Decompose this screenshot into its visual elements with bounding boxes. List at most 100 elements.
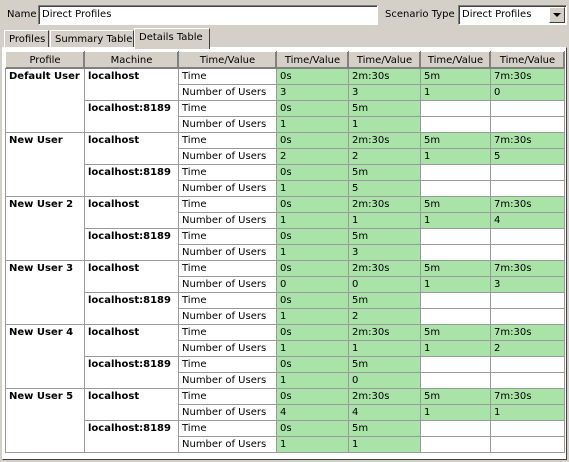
column-header-value-2[interactable]: Time/Value xyxy=(348,51,421,69)
time-value-cell[interactable] xyxy=(420,228,491,245)
profile-cell[interactable]: New User 5 xyxy=(5,388,85,453)
machine-cell[interactable]: localhost:8189 xyxy=(84,420,179,453)
time-value-cell[interactable] xyxy=(490,164,565,181)
time-value-cell[interactable] xyxy=(420,356,491,373)
users-value-cell[interactable]: 4 xyxy=(348,404,421,421)
time-value-cell[interactable]: 7m:30s xyxy=(490,324,565,341)
time-value-cell[interactable]: 5m xyxy=(420,388,491,405)
time-value-cell[interactable]: 0s xyxy=(276,100,349,117)
time-value-cell[interactable] xyxy=(420,292,491,309)
column-header-value-3[interactable]: Time/Value xyxy=(420,51,491,69)
column-header-label[interactable]: Time/Value xyxy=(178,51,277,69)
users-value-cell[interactable]: 3 xyxy=(276,84,349,101)
time-value-cell[interactable]: 5m xyxy=(348,356,421,373)
machine-cell[interactable]: localhost xyxy=(84,388,179,421)
time-value-cell[interactable]: 5m xyxy=(348,292,421,309)
time-value-cell[interactable] xyxy=(490,420,565,437)
users-value-cell[interactable]: 2 xyxy=(276,148,349,165)
tab-details-table[interactable]: Details Table xyxy=(134,28,210,49)
machine-cell[interactable]: localhost xyxy=(84,324,179,357)
time-value-cell[interactable]: 2m:30s xyxy=(348,132,421,149)
users-value-cell[interactable]: 1 xyxy=(276,244,349,261)
machine-cell[interactable]: localhost:8189 xyxy=(84,228,179,261)
users-value-cell[interactable] xyxy=(490,116,565,133)
users-value-cell[interactable]: 1 xyxy=(348,436,421,453)
time-value-cell[interactable]: 0s xyxy=(276,292,349,309)
column-header-value-4[interactable]: Time/Value xyxy=(490,51,565,69)
users-value-cell[interactable]: 1 xyxy=(348,340,421,357)
time-value-cell[interactable] xyxy=(420,420,491,437)
time-value-cell[interactable]: 5m xyxy=(420,196,491,213)
scenario-type-dropdown-button[interactable] xyxy=(549,7,565,23)
time-value-cell[interactable] xyxy=(490,292,565,309)
time-value-cell[interactable] xyxy=(420,164,491,181)
time-value-cell[interactable] xyxy=(490,228,565,245)
users-value-cell[interactable]: 0 xyxy=(490,84,565,101)
time-value-cell[interactable]: 7m:30s xyxy=(490,260,565,277)
time-value-cell[interactable]: 7m:30s xyxy=(490,132,565,149)
time-value-cell[interactable]: 5m xyxy=(348,164,421,181)
users-value-cell[interactable]: 5 xyxy=(348,180,421,197)
time-value-cell[interactable]: 7m:30s xyxy=(490,68,565,85)
machine-cell[interactable]: localhost:8189 xyxy=(84,100,179,133)
time-value-cell[interactable]: 0s xyxy=(276,228,349,245)
users-value-cell[interactable] xyxy=(490,372,565,389)
users-value-cell[interactable] xyxy=(420,116,491,133)
users-value-cell[interactable]: 1 xyxy=(276,436,349,453)
profile-cell[interactable]: Default User xyxy=(5,68,85,133)
tab-profiles[interactable]: Profiles xyxy=(4,30,49,48)
profile-cell[interactable]: New User 4 xyxy=(5,324,85,389)
profile-cell[interactable]: New User xyxy=(5,132,85,197)
time-value-cell[interactable]: 2m:30s xyxy=(348,388,421,405)
machine-cell[interactable]: localhost:8189 xyxy=(84,356,179,389)
users-value-cell[interactable]: 5 xyxy=(490,148,565,165)
users-value-cell[interactable] xyxy=(420,244,491,261)
users-value-cell[interactable]: 1 xyxy=(276,212,349,229)
users-value-cell[interactable]: 3 xyxy=(490,276,565,293)
time-value-cell[interactable] xyxy=(490,356,565,373)
time-value-cell[interactable]: 0s xyxy=(276,132,349,149)
column-header-profile[interactable]: Profile xyxy=(5,51,85,69)
users-value-cell[interactable]: 1 xyxy=(276,340,349,357)
users-value-cell[interactable]: 1 xyxy=(276,308,349,325)
users-value-cell[interactable]: 1 xyxy=(276,372,349,389)
time-value-cell[interactable]: 0s xyxy=(276,388,349,405)
users-value-cell[interactable] xyxy=(490,436,565,453)
machine-cell[interactable]: localhost xyxy=(84,260,179,293)
time-value-cell[interactable]: 2m:30s xyxy=(348,196,421,213)
users-value-cell[interactable]: 1 xyxy=(348,212,421,229)
time-value-cell[interactable]: 0s xyxy=(276,420,349,437)
time-value-cell[interactable]: 0s xyxy=(276,324,349,341)
users-value-cell[interactable] xyxy=(490,308,565,325)
time-value-cell[interactable]: 5m xyxy=(348,100,421,117)
users-value-cell[interactable]: 1 xyxy=(420,148,491,165)
users-value-cell[interactable]: 3 xyxy=(348,244,421,261)
time-value-cell[interactable]: 2m:30s xyxy=(348,324,421,341)
users-value-cell[interactable]: 2 xyxy=(348,148,421,165)
machine-cell[interactable]: localhost:8189 xyxy=(84,164,179,197)
machine-cell[interactable]: localhost:8189 xyxy=(84,292,179,325)
tab-summary-table[interactable]: Summary Table xyxy=(50,30,134,48)
time-value-cell[interactable]: 2m:30s xyxy=(348,260,421,277)
users-value-cell[interactable]: 1 xyxy=(420,340,491,357)
users-value-cell[interactable]: 0 xyxy=(276,276,349,293)
machine-cell[interactable]: localhost xyxy=(84,132,179,165)
users-value-cell[interactable]: 2 xyxy=(348,308,421,325)
name-input[interactable]: Direct Profiles xyxy=(38,5,378,25)
time-value-cell[interactable]: 5m xyxy=(348,420,421,437)
time-value-cell[interactable]: 5m xyxy=(420,132,491,149)
machine-cell[interactable]: localhost xyxy=(84,68,179,101)
users-value-cell[interactable]: 0 xyxy=(348,276,421,293)
users-value-cell[interactable]: 2 xyxy=(490,340,565,357)
time-value-cell[interactable]: 5m xyxy=(420,68,491,85)
time-value-cell[interactable]: 0s xyxy=(276,260,349,277)
users-value-cell[interactable] xyxy=(420,436,491,453)
time-value-cell[interactable]: 2m:30s xyxy=(348,68,421,85)
time-value-cell[interactable] xyxy=(490,100,565,117)
users-value-cell[interactable]: 1 xyxy=(420,212,491,229)
machine-cell[interactable]: localhost xyxy=(84,196,179,229)
time-value-cell[interactable]: 5m xyxy=(420,324,491,341)
time-value-cell[interactable]: 0s xyxy=(276,164,349,181)
time-value-cell[interactable]: 7m:30s xyxy=(490,196,565,213)
time-value-cell[interactable] xyxy=(420,100,491,117)
